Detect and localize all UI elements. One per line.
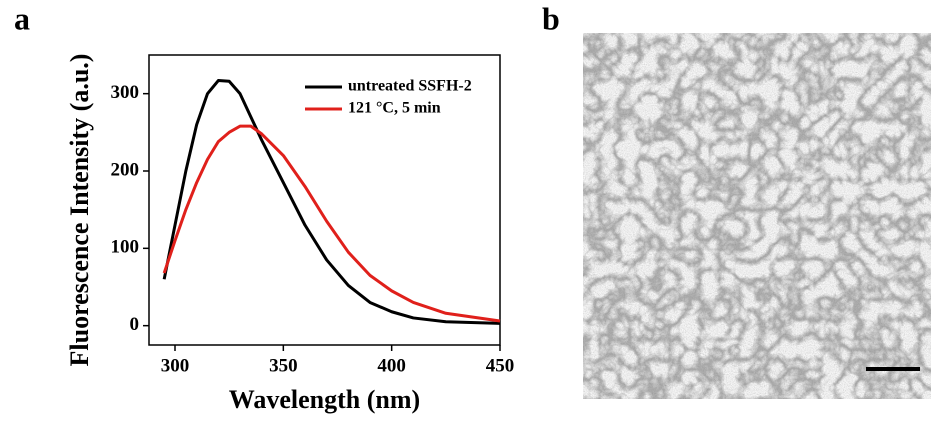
legend-label: untreated SSFH-2	[348, 78, 472, 95]
legend-label: 121 °C, 5 min	[348, 100, 441, 117]
x-axis-title: Wavelength (nm)	[229, 385, 420, 414]
x-tick-label: 400	[377, 355, 406, 376]
micrograph	[583, 33, 931, 399]
x-tick-label: 300	[161, 355, 190, 376]
data-line	[162, 79, 501, 325]
x-tick-label: 450	[486, 355, 515, 376]
data-line	[162, 124, 501, 323]
y-tick-label: 0	[130, 314, 140, 335]
panel-label: a	[14, 0, 30, 36]
y-axis-title: Fluorescence Intensity (a.u.)	[65, 54, 94, 367]
panel-label: b	[542, 0, 560, 36]
y-tick-label: 300	[111, 82, 140, 103]
chart: 0 100 200 300 300 350 400 450 Wavelength (nm) Flu…	[65, 54, 514, 414]
y-tick-label: 100	[111, 237, 140, 258]
x-tick-label: 350	[269, 355, 298, 376]
y-tick-label: 200	[111, 159, 140, 180]
plot-frame	[148, 54, 501, 346]
